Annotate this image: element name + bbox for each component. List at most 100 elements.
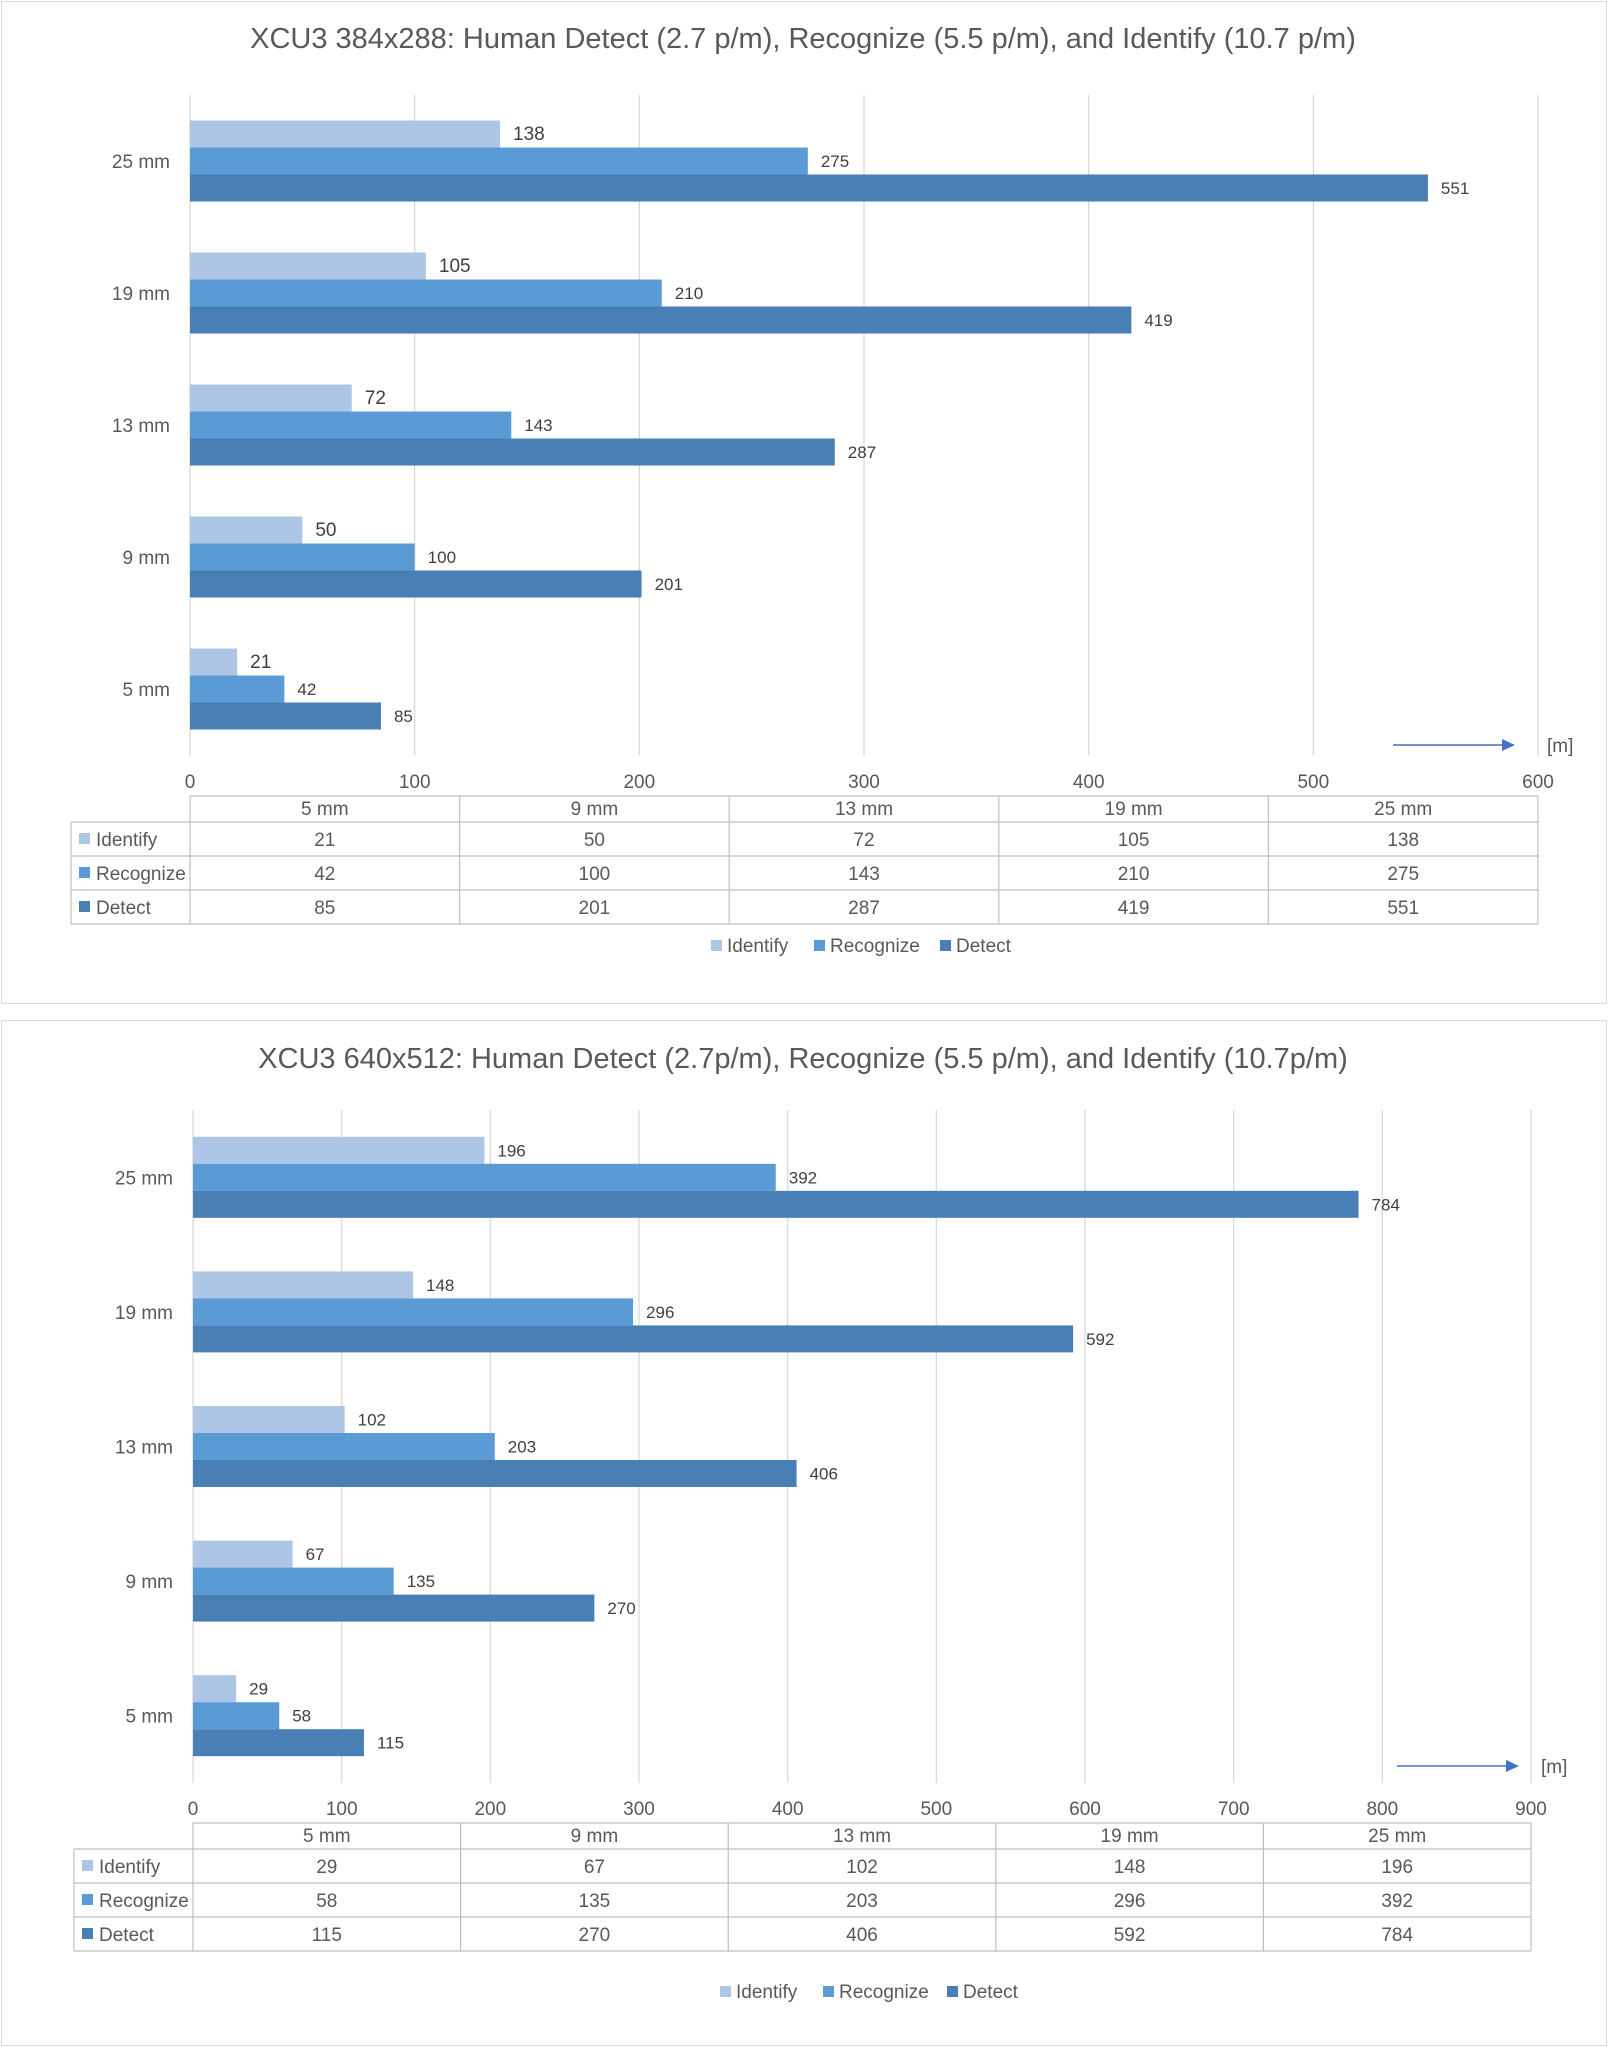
- table-row-label: Detect: [99, 1925, 155, 1946]
- y-category-label: 9 mm: [126, 1572, 174, 1593]
- table-header-cell: 9 mm: [571, 1826, 619, 1847]
- x-tick-label: 300: [623, 1799, 655, 1820]
- x-tick-label: 500: [1297, 772, 1329, 793]
- table-cell: 138: [1387, 830, 1419, 851]
- x-tick-label: 100: [326, 1799, 358, 1820]
- y-category-label: 19 mm: [112, 284, 170, 305]
- bar-identify: [193, 1271, 414, 1299]
- legend-swatch-identify: [720, 1986, 731, 1997]
- legend-label-identify: Identify: [736, 1982, 798, 2003]
- bar-detect: [193, 1729, 364, 1757]
- data-label-identify: 105: [439, 256, 471, 277]
- table-cell: 115: [312, 1925, 342, 1946]
- legend-key-recognize: [82, 1894, 93, 1905]
- x-tick-label: 500: [920, 1799, 952, 1820]
- bar-detect: [190, 570, 642, 598]
- table-cell: 551: [1387, 898, 1419, 919]
- table-header-cell: 5 mm: [301, 799, 349, 820]
- chart-1-title: XCU3 384x288: Human Detect (2.7 p/m), Re…: [250, 23, 1356, 55]
- table-cell: 201: [579, 898, 611, 919]
- table-row-label: Recognize: [99, 1891, 189, 1912]
- data-label-recognize: 42: [297, 680, 316, 699]
- table-cell: 592: [1114, 1925, 1146, 1946]
- legend-key-detect: [82, 1928, 93, 1939]
- data-label-identify: 50: [315, 520, 336, 541]
- table-cell: 50: [584, 830, 605, 851]
- bar-detect: [190, 438, 835, 466]
- x-tick-label: 300: [848, 772, 880, 793]
- chart-1-legend: Identify Recognize Detect: [711, 936, 1012, 957]
- bar-detect: [193, 1190, 1359, 1218]
- y-category-label: 9 mm: [123, 548, 171, 569]
- arrow-icon: [1506, 1760, 1519, 1772]
- chart-1-plot: 0 100 200 300 400 500 600 5 mm 21 42 85 9 mm 50 100 20…: [112, 95, 1573, 793]
- x-tick-label: 800: [1366, 1799, 1398, 1820]
- table-cell: 58: [316, 1891, 337, 1912]
- table-cell: 67: [584, 1857, 605, 1878]
- bar-recognize: [190, 279, 662, 307]
- table-header-cell: 25 mm: [1368, 1826, 1426, 1847]
- table-cell: 275: [1387, 864, 1419, 885]
- data-label-recognize: 296: [646, 1303, 674, 1322]
- bar-identify: [190, 252, 426, 280]
- data-label-identify: 102: [358, 1411, 386, 1430]
- legend-label-recognize: Recognize: [830, 936, 920, 957]
- table-cell: 784: [1381, 1925, 1413, 1946]
- table-cell: 419: [1118, 898, 1150, 919]
- y-category-label: 13 mm: [115, 1438, 173, 1459]
- bar-detect: [190, 702, 381, 730]
- table-cell: 29: [316, 1857, 337, 1878]
- data-label-detect: 115: [377, 1734, 404, 1753]
- legend-label-detect: Detect: [963, 1982, 1019, 2003]
- data-label-identify: 21: [250, 652, 271, 673]
- data-label-identify: 72: [365, 388, 386, 409]
- x-tick-label: 100: [399, 772, 431, 793]
- table-cell: 287: [848, 898, 880, 919]
- data-label-detect: 85: [394, 707, 413, 726]
- table-cell: 143: [848, 864, 880, 885]
- legend-key-detect: [79, 901, 90, 912]
- table-header-cell: 25 mm: [1374, 799, 1432, 820]
- table-cell: 203: [846, 1891, 878, 1912]
- table-header-cell: 19 mm: [1101, 1826, 1159, 1847]
- legend-swatch-detect: [940, 940, 951, 951]
- data-label-detect: 406: [810, 1465, 838, 1484]
- table-row-label: Detect: [96, 898, 152, 919]
- bar-recognize: [193, 1433, 495, 1460]
- data-label-identify: 148: [426, 1276, 454, 1295]
- unit-label: [m]: [1541, 1757, 1567, 1778]
- data-label-detect: 270: [607, 1599, 635, 1618]
- y-category-label: 19 mm: [115, 1303, 173, 1324]
- table-cell: 105: [1118, 830, 1150, 851]
- bar-detect: [190, 174, 1428, 202]
- table-cell: 42: [314, 864, 335, 885]
- bar-recognize: [193, 1567, 394, 1595]
- x-tick-label: 700: [1218, 1799, 1250, 1820]
- arrow-icon: [1502, 739, 1515, 751]
- legend-swatch-detect: [947, 1986, 958, 1997]
- data-label-identify: 138: [513, 124, 545, 145]
- legend-label-detect: Detect: [956, 936, 1012, 957]
- data-label-recognize: 58: [292, 1707, 311, 1726]
- y-category-label: 25 mm: [115, 1168, 173, 1189]
- legend-key-recognize: [79, 867, 90, 878]
- data-label-recognize: 100: [428, 548, 456, 567]
- chart-2-title: XCU3 640x512: Human Detect (2.7p/m), Rec…: [258, 1043, 1348, 1075]
- x-tick-label: 900: [1515, 1799, 1547, 1820]
- bar-identify: [193, 1136, 485, 1164]
- table-row-label: Identify: [99, 1857, 161, 1878]
- bar-recognize: [193, 1163, 776, 1191]
- bar-identify: [190, 384, 352, 412]
- table-cell: 72: [853, 830, 874, 851]
- bar-recognize: [190, 147, 808, 175]
- data-label-detect: 551: [1441, 179, 1469, 198]
- table-cell: 102: [846, 1857, 878, 1878]
- bar-recognize: [190, 543, 415, 571]
- legend-label-recognize: Recognize: [839, 1982, 929, 2003]
- legend-label-identify: Identify: [727, 936, 789, 957]
- x-tick-label: 0: [185, 772, 196, 793]
- legend-swatch-identify: [711, 940, 722, 951]
- data-label-detect: 784: [1372, 1195, 1400, 1214]
- data-label-recognize: 203: [508, 1438, 536, 1457]
